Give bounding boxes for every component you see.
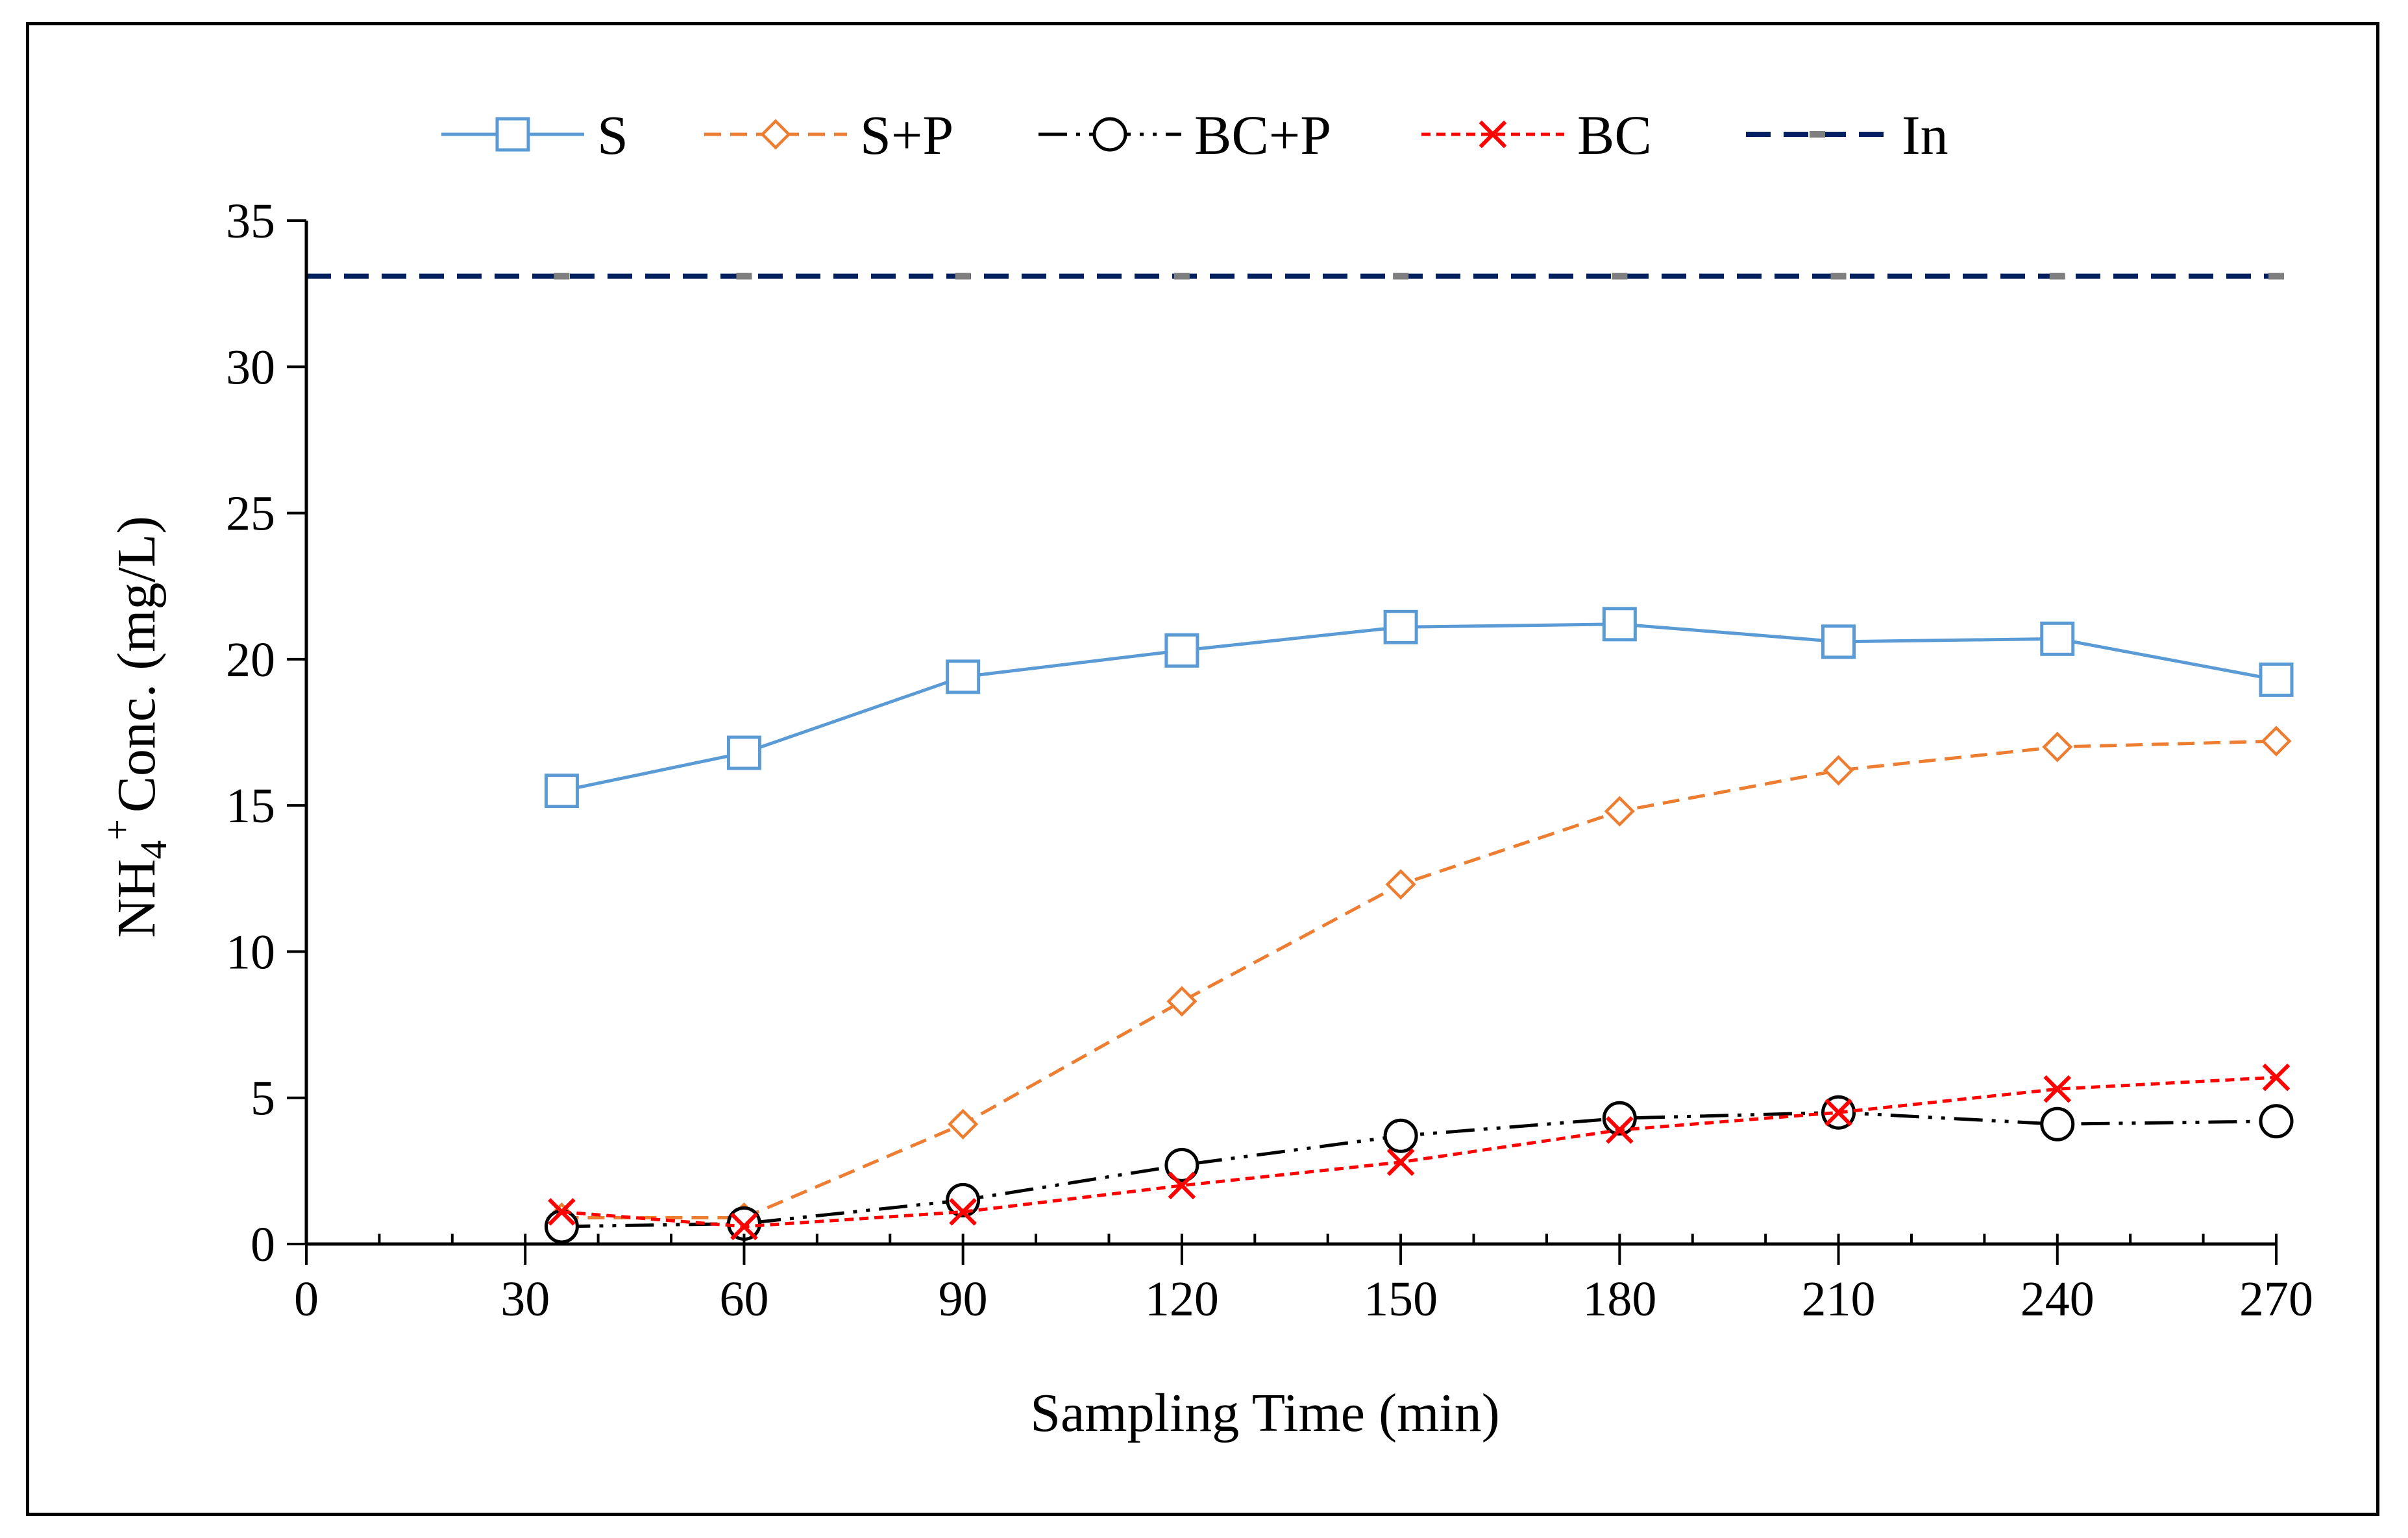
legend-item-in: In	[1746, 104, 1948, 166]
data-point-bc-p	[544, 1209, 579, 1244]
y-tick-label: 35	[226, 194, 275, 249]
y-axis-title-subscript: 4	[132, 840, 175, 859]
data-point-bc-p	[1383, 1118, 1418, 1153]
y-tick-label: 30	[226, 340, 275, 395]
data-point-bc	[1606, 1116, 1634, 1144]
data-point-bc	[2262, 1063, 2291, 1092]
y-tick-label: 10	[226, 925, 275, 979]
series-bc-p	[544, 1095, 2294, 1244]
x-tick-label: 210	[1802, 1272, 1876, 1326]
data-point-s-p	[1604, 796, 1635, 827]
legend-item-bc: BC	[1421, 104, 1652, 166]
data-point-bc-p	[946, 1182, 981, 1217]
data-point-bc	[548, 1198, 576, 1226]
y-axis-title-superscript: +	[96, 819, 138, 840]
x-tick-label: 120	[1145, 1272, 1219, 1326]
data-point-s	[2259, 662, 2294, 697]
data-point-s-p	[1385, 869, 1416, 900]
x-tick-label: 180	[1582, 1272, 1656, 1326]
legend-marker-s	[495, 117, 530, 152]
series-in	[306, 273, 2284, 280]
data-point-in	[1173, 273, 1190, 280]
data-point-s	[1602, 607, 1637, 642]
legend-label-bc: BC	[1577, 104, 1652, 166]
legend-label-in: In	[1902, 104, 1948, 166]
data-point-in	[955, 273, 971, 280]
x-tick-label: 90	[939, 1272, 988, 1326]
data-point-bc-p	[1602, 1101, 1637, 1136]
data-point-s-p	[1823, 755, 1854, 786]
legend-label-s: S	[597, 104, 628, 166]
y-axis-title-rest: Conc. (mg/L)	[106, 516, 167, 812]
series-line-s	[561, 622, 2277, 793]
data-point-in	[1393, 273, 1409, 280]
x-tick-label: 150	[1364, 1272, 1438, 1326]
data-point-s-p	[948, 1108, 979, 1140]
data-point-bc	[1168, 1171, 1196, 1200]
legend-marker-in	[1810, 131, 1825, 138]
x-tick-label: 0	[294, 1272, 319, 1326]
y-axis-title-main: NH	[106, 859, 167, 938]
chart-frame	[26, 22, 2379, 1516]
data-point-bc	[1386, 1148, 1415, 1177]
axes-layer: 0 30 60 90 120 150 180 210 240 270 0 5 10 15 20 25 30 35	[226, 194, 2313, 1326]
y-tick-label: 0	[251, 1217, 275, 1272]
data-point-s-p	[2261, 726, 2292, 757]
legend-marker-bc-p	[1092, 117, 1127, 152]
data-point-in	[2049, 273, 2065, 280]
data-point-s	[1164, 633, 1199, 668]
series-s	[544, 607, 2294, 809]
legend-item-s: S	[441, 104, 628, 166]
data-point-s	[946, 659, 981, 694]
data-point-bc	[2043, 1075, 2072, 1103]
legend: S S+P BC+P BC In	[441, 104, 1948, 166]
y-tick-label: 20	[226, 633, 275, 687]
series-bc	[548, 1063, 2291, 1241]
y-tick-label: 5	[251, 1071, 275, 1126]
series-line-bc-p	[561, 1110, 2277, 1228]
data-point-s	[544, 774, 579, 809]
series-layer	[306, 273, 2294, 1244]
y-tick-label: 15	[226, 779, 275, 833]
data-point-s	[1821, 624, 1856, 659]
legend-marker-s-p	[760, 119, 791, 150]
legend-item-bc-p: BC+P	[1038, 104, 1331, 166]
data-point-bc	[1824, 1098, 1852, 1127]
data-point-bc	[949, 1198, 977, 1226]
legend-label-s-p: S+P	[860, 104, 953, 166]
legend-item-s-p: S+P	[704, 104, 953, 166]
y-axis-title: NH4+ Conc. (mg/L)	[96, 516, 175, 938]
data-point-bc-p	[1164, 1147, 1199, 1182]
data-point-s-p	[1166, 986, 1198, 1017]
y-tick-label: 25	[226, 487, 275, 541]
legend-label-bc-p: BC+P	[1194, 104, 1331, 166]
data-point-s	[1383, 609, 1418, 644]
data-point-in	[1612, 273, 1628, 280]
legend-marker-bc	[1479, 120, 1507, 149]
data-point-in	[1830, 273, 1847, 280]
data-point-bc	[730, 1212, 758, 1241]
data-point-bc-p	[2040, 1106, 2075, 1141]
series-line-bc	[561, 1075, 2277, 1228]
x-tick-label: 240	[2021, 1272, 2095, 1326]
data-point-in	[2268, 273, 2284, 280]
x-tick-label: 30	[500, 1272, 550, 1326]
data-point-in	[554, 273, 570, 280]
data-point-bc-p	[2259, 1104, 2294, 1139]
x-tick-label: 270	[2239, 1272, 2313, 1326]
data-point-s	[726, 735, 761, 770]
data-point-in	[736, 273, 752, 280]
data-point-s-p	[2042, 731, 2073, 763]
series-line-s-p	[561, 739, 2277, 1219]
x-tick-label: 60	[719, 1272, 768, 1326]
x-axis-title: Sampling Time (min)	[1030, 1383, 1499, 1443]
data-point-s	[2040, 621, 2075, 656]
series-s-p	[546, 726, 2292, 1234]
